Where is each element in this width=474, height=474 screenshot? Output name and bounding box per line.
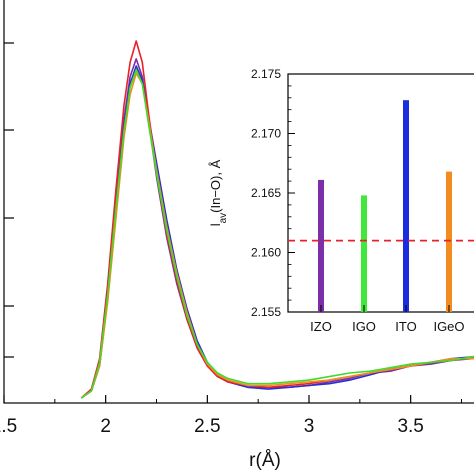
inset-y-tick-label: 2.165 <box>251 186 281 200</box>
inset-y-tick-label: 2.175 <box>251 67 281 81</box>
inset-bar <box>361 195 367 312</box>
inset-plot: 2.155 2.160 2.165 2.170 2.175 lav(In−O), Å IZO… <box>208 67 474 334</box>
inset-y-tick-label: 2.155 <box>251 305 281 319</box>
inset-y-axis-title-rest: (In−O), Å <box>208 159 223 212</box>
series-line <box>80 65 474 399</box>
series-line <box>80 40 474 399</box>
x-tick-label: 2 <box>100 416 111 437</box>
inset-y-tick-label: 2.170 <box>251 127 281 141</box>
x-tick-label: 1.5 <box>0 416 17 437</box>
inset-bar <box>446 171 452 312</box>
inset-bar <box>318 179 324 312</box>
main-plot-frame <box>3 0 474 404</box>
inset-x-tick-label: IGeO <box>433 319 464 334</box>
inset-y-axis-title: lav(In−O), Å <box>208 159 229 226</box>
x-tick-label: 3.5 <box>397 416 423 437</box>
inset-x-tick-label: ITO <box>395 319 416 334</box>
inset-y-axis-title-subscript: av <box>218 213 229 224</box>
x-tick-label: 2.5 <box>194 416 220 437</box>
series-line <box>80 58 474 399</box>
series-line <box>80 68 474 399</box>
series-line <box>80 72 474 399</box>
inset-y-tick-label: 2.160 <box>251 246 281 260</box>
x-axis-title: r(Å) <box>249 450 281 471</box>
inset-x-tick-label: IZO <box>310 319 332 334</box>
inset-bar <box>403 100 409 313</box>
inset-x-tick-label: IGO <box>352 319 376 334</box>
x-tick-label: 3 <box>304 416 315 437</box>
